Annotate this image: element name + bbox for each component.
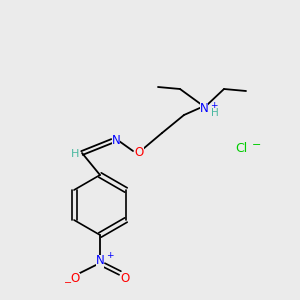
Text: O: O <box>134 146 144 158</box>
Text: H: H <box>211 108 219 118</box>
Text: N: N <box>96 254 104 268</box>
Text: N: N <box>112 134 120 146</box>
Text: O: O <box>120 272 130 286</box>
Text: N: N <box>200 101 208 115</box>
Text: −: − <box>64 278 72 288</box>
Text: O: O <box>70 272 80 286</box>
Text: −: − <box>252 140 261 150</box>
Text: Cl: Cl <box>235 142 247 154</box>
Text: +: + <box>210 100 218 109</box>
Text: H: H <box>71 149 79 159</box>
Text: +: + <box>106 251 113 260</box>
